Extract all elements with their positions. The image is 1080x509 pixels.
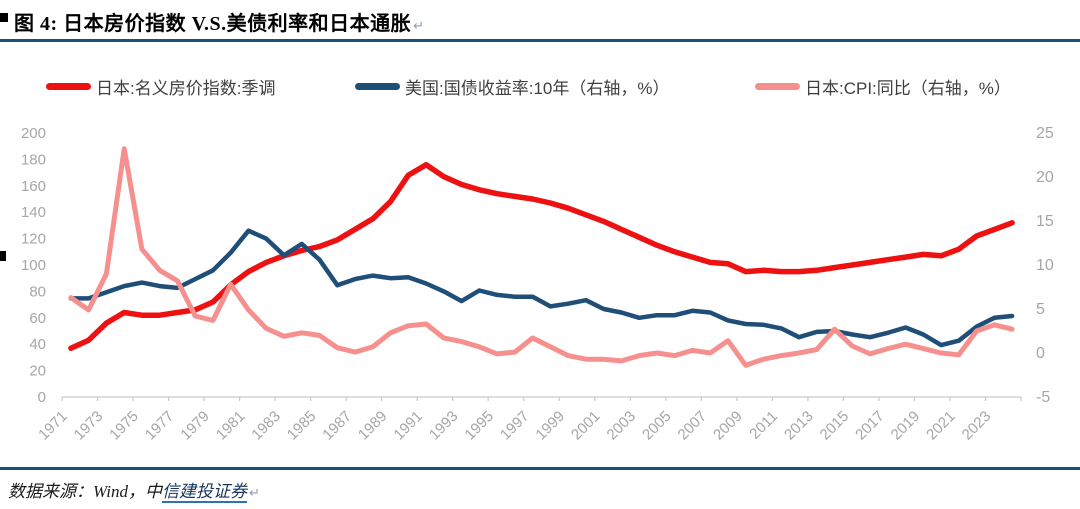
svg-text:2021: 2021 xyxy=(923,408,959,444)
svg-text:1983: 1983 xyxy=(248,408,284,444)
data-source-link[interactable]: 信建投证券 xyxy=(161,482,247,503)
legend-item-japan-cpi: 日本:CPI:同比（右轴，%） xyxy=(755,74,1011,98)
svg-text:80: 80 xyxy=(29,283,46,300)
svg-text:20: 20 xyxy=(29,363,46,380)
legend-item-us-treasury-yield: 美国:国债收益率:10年（右轴，%） xyxy=(355,74,669,98)
svg-text:140: 140 xyxy=(21,204,46,221)
svg-text:1987: 1987 xyxy=(319,408,355,444)
source-return-mark-icon: ↵ xyxy=(248,485,260,500)
legend-label-japan-house-price-index: 日本:名义房价指数:季调 xyxy=(96,78,276,98)
svg-text:1985: 1985 xyxy=(284,408,320,444)
series-line-1 xyxy=(68,228,1015,348)
svg-text:5: 5 xyxy=(1036,301,1045,318)
svg-text:15: 15 xyxy=(1036,213,1054,230)
legend-label-us-treasury-yield: 美国:国债收益率:10年（右轴，%） xyxy=(405,78,670,98)
data-source-note: 数据来源：Wind，中信建投证券 ↵ xyxy=(8,477,260,503)
svg-text:1997: 1997 xyxy=(497,408,533,444)
svg-text:200: 200 xyxy=(21,125,46,142)
svg-text:180: 180 xyxy=(21,151,46,168)
svg-text:1993: 1993 xyxy=(426,408,462,444)
svg-text:2009: 2009 xyxy=(710,408,746,444)
svg-text:40: 40 xyxy=(29,336,46,353)
paragraph-anchor-marker xyxy=(0,13,8,22)
svg-text:2017: 2017 xyxy=(852,408,888,444)
figure-title-text: 图 4: 日本房价指数 V.S.美债利率和日本通胀 xyxy=(14,13,412,35)
title-divider-rule xyxy=(0,39,1080,42)
svg-text:60: 60 xyxy=(29,310,46,327)
svg-text:1975: 1975 xyxy=(106,408,142,444)
figure-bottom-divider-rule xyxy=(0,467,1080,470)
svg-text:100: 100 xyxy=(21,257,46,274)
svg-text:2015: 2015 xyxy=(817,408,853,444)
legend-swatch-pink-line xyxy=(755,82,800,90)
svg-text:2013: 2013 xyxy=(781,408,817,444)
legend-swatch-blue-line xyxy=(355,82,400,90)
svg-text:2007: 2007 xyxy=(675,408,711,444)
svg-text:2011: 2011 xyxy=(746,408,781,443)
svg-text:1991: 1991 xyxy=(390,408,426,444)
svg-text:160: 160 xyxy=(21,178,46,195)
text-cursor-marker xyxy=(0,251,6,261)
svg-text:0: 0 xyxy=(38,389,46,406)
svg-text:1979: 1979 xyxy=(177,408,213,444)
svg-text:1981: 1981 xyxy=(213,408,249,444)
svg-text:1973: 1973 xyxy=(71,408,107,444)
x-axis-labels: 1971 1973 1975 1977 1979 1981 1983 1985 1987 1989… xyxy=(35,408,994,444)
svg-text:25: 25 xyxy=(1036,125,1054,142)
svg-text:2003: 2003 xyxy=(604,408,640,444)
svg-text:2005: 2005 xyxy=(639,408,675,444)
y-axis-left-labels: 0 20 40 60 80 100 120 140 160 180 200 xyxy=(21,125,46,406)
series-line-2 xyxy=(68,146,1015,368)
svg-text:0: 0 xyxy=(1036,345,1045,362)
x-axis xyxy=(61,396,1022,401)
legend-swatch-red-line xyxy=(46,82,91,90)
svg-text:20: 20 xyxy=(1036,169,1054,186)
svg-text:2019: 2019 xyxy=(888,408,924,444)
svg-text:1989: 1989 xyxy=(355,408,391,444)
svg-text:2001: 2001 xyxy=(568,408,604,444)
svg-text:10: 10 xyxy=(1036,257,1054,274)
legend-item-japan-house-price-index: 日本:名义房价指数:季调 xyxy=(46,74,275,98)
svg-text:1971: 1971 xyxy=(35,408,71,444)
svg-text:2023: 2023 xyxy=(959,408,995,444)
legend-label-japan-cpi: 日本:CPI:同比（右轴，%） xyxy=(805,78,1011,98)
svg-text:120: 120 xyxy=(21,231,46,248)
svg-text:-5: -5 xyxy=(1036,389,1050,406)
svg-text:1995: 1995 xyxy=(461,408,497,444)
figure-title: 图 4: 日本房价指数 V.S.美债利率和日本通胀 ↵ xyxy=(14,7,425,36)
chart-legend: 日本:名义房价指数:季调 美国:国债收益率:10年（右轴，%） 日本:CPI:同… xyxy=(0,74,1080,98)
svg-text:1999: 1999 xyxy=(532,408,568,444)
y-axis-right-labels: -5 0 5 10 15 20 25 xyxy=(1036,125,1054,406)
data-source-prefix: 数据来源：Wind，中 xyxy=(8,482,162,501)
return-mark-icon: ↵ xyxy=(413,18,425,33)
svg-text:1977: 1977 xyxy=(142,408,178,444)
